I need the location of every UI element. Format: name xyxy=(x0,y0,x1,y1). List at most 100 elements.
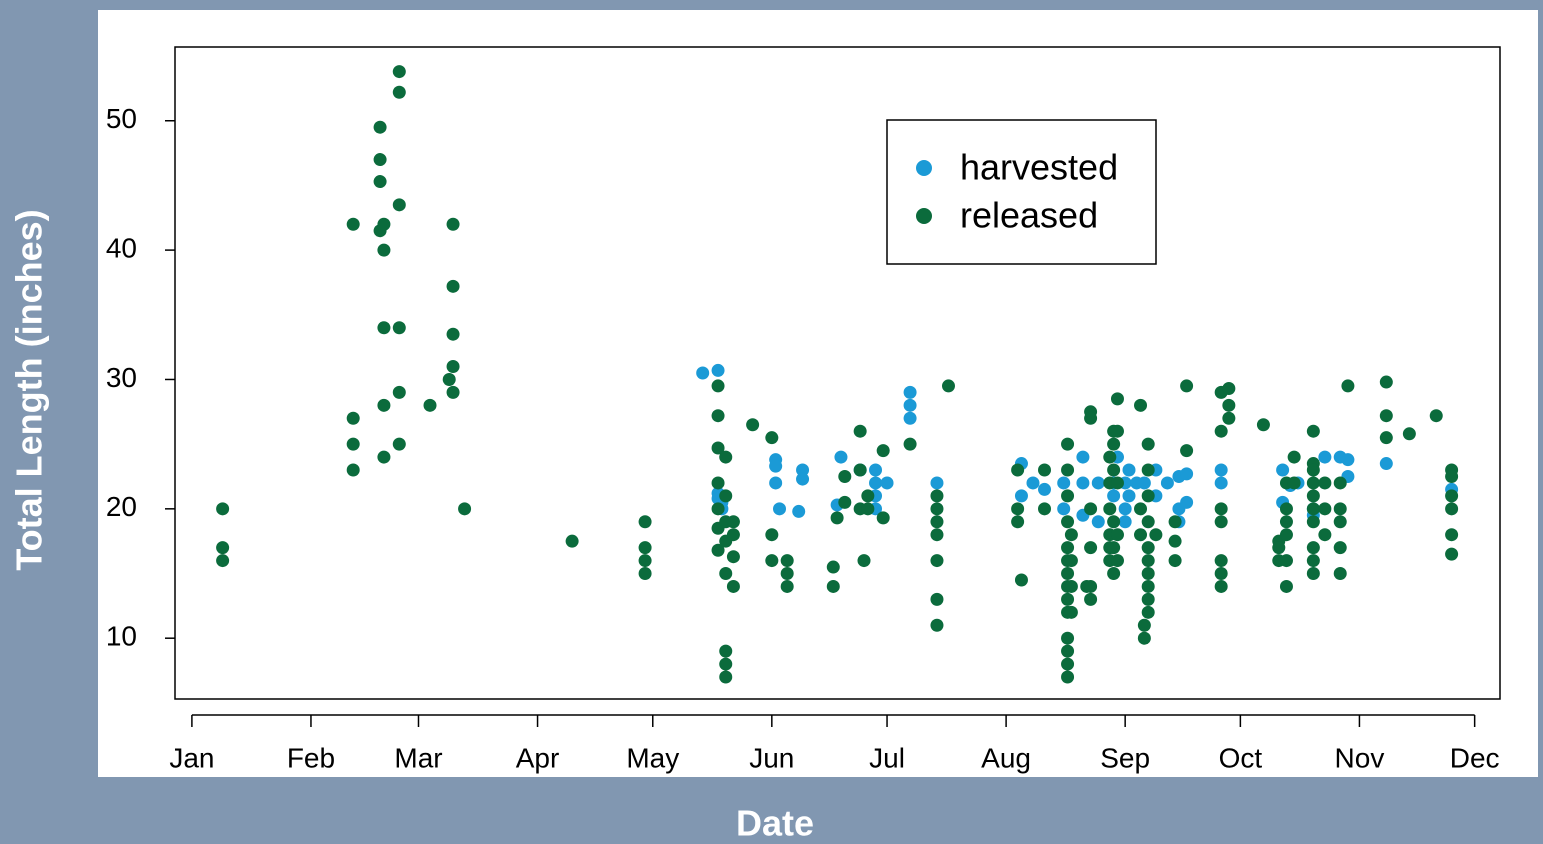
point xyxy=(1038,482,1052,496)
point xyxy=(1222,411,1236,425)
point xyxy=(1110,424,1124,438)
x-axis-title: Date xyxy=(736,803,814,844)
point xyxy=(1038,463,1052,477)
point xyxy=(1084,579,1098,593)
point xyxy=(1057,502,1071,516)
x-tick-label: Sep xyxy=(1100,742,1150,773)
point xyxy=(1076,476,1090,490)
point xyxy=(1141,579,1155,593)
point xyxy=(1110,528,1124,542)
point xyxy=(719,670,733,684)
point xyxy=(1279,554,1293,568)
point xyxy=(346,217,360,231)
point xyxy=(711,441,725,455)
point xyxy=(377,217,391,231)
point xyxy=(638,554,652,568)
plot-frame xyxy=(174,46,1501,700)
point xyxy=(1379,409,1393,423)
point xyxy=(869,476,883,490)
point xyxy=(1333,541,1347,555)
point xyxy=(1061,463,1075,477)
point xyxy=(1306,554,1320,568)
point xyxy=(719,657,733,671)
point xyxy=(861,502,875,516)
point xyxy=(1333,502,1347,516)
point xyxy=(719,644,733,658)
point xyxy=(1180,444,1194,458)
point xyxy=(711,363,725,377)
point xyxy=(1061,592,1075,606)
point xyxy=(1026,476,1040,490)
point xyxy=(726,515,740,529)
point xyxy=(1141,541,1155,555)
point xyxy=(1214,567,1228,581)
point xyxy=(1306,541,1320,555)
point xyxy=(458,502,472,516)
point xyxy=(1141,515,1155,529)
point xyxy=(1064,554,1078,568)
point xyxy=(216,502,230,516)
point xyxy=(373,120,387,134)
legend xyxy=(886,119,1157,265)
point xyxy=(1180,495,1194,509)
point xyxy=(1306,515,1320,529)
point xyxy=(1287,450,1301,464)
point xyxy=(1306,502,1320,516)
point xyxy=(1103,450,1117,464)
point xyxy=(1076,450,1090,464)
point xyxy=(838,469,852,483)
point xyxy=(1061,657,1075,671)
point xyxy=(1061,489,1075,503)
point xyxy=(377,243,391,257)
point xyxy=(876,511,890,525)
point xyxy=(1214,579,1228,593)
legend-marker xyxy=(916,208,932,224)
point xyxy=(1107,567,1121,581)
point xyxy=(853,463,867,477)
point xyxy=(1222,398,1236,412)
point xyxy=(1341,453,1355,467)
point xyxy=(726,528,740,542)
point xyxy=(442,372,456,386)
point xyxy=(1014,489,1028,503)
point xyxy=(377,398,391,412)
x-tick-label: Jan xyxy=(169,742,214,773)
point xyxy=(1103,502,1117,516)
point xyxy=(392,321,406,335)
point xyxy=(1061,541,1075,555)
point xyxy=(1137,476,1151,490)
point xyxy=(346,437,360,451)
point xyxy=(1445,547,1459,561)
point xyxy=(638,567,652,581)
point xyxy=(869,463,883,477)
point xyxy=(423,398,437,412)
point xyxy=(638,541,652,555)
point xyxy=(930,592,944,606)
point xyxy=(769,476,783,490)
point xyxy=(930,515,944,529)
x-tick-label: Nov xyxy=(1335,742,1385,773)
point xyxy=(719,450,733,464)
point xyxy=(1061,515,1075,529)
point xyxy=(838,495,852,509)
point xyxy=(1122,463,1136,477)
point xyxy=(1318,450,1332,464)
point xyxy=(1084,411,1098,425)
point xyxy=(1064,605,1078,619)
point xyxy=(1402,427,1416,441)
point xyxy=(711,476,725,490)
point xyxy=(638,515,652,529)
point xyxy=(377,450,391,464)
point xyxy=(796,472,810,486)
point xyxy=(1445,528,1459,542)
point xyxy=(373,175,387,189)
y-tick-label: 40 xyxy=(106,232,137,263)
point xyxy=(765,431,779,445)
point xyxy=(1379,457,1393,471)
point xyxy=(746,418,760,432)
x-tick-label: Jun xyxy=(749,742,794,773)
point xyxy=(1318,502,1332,516)
point xyxy=(1141,554,1155,568)
point xyxy=(765,554,779,568)
